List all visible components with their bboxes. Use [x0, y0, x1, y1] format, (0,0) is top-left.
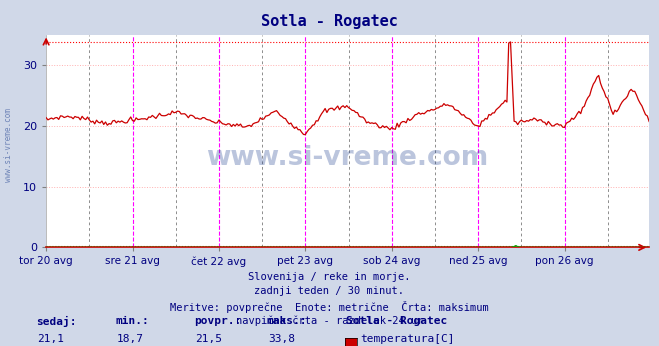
Text: 33,8: 33,8: [268, 334, 295, 344]
Text: Slovenija / reke in morje.: Slovenija / reke in morje.: [248, 272, 411, 282]
Text: min.:: min.:: [115, 316, 149, 326]
Text: zadnji teden / 30 minut.: zadnji teden / 30 minut.: [254, 286, 405, 296]
Text: Sotla - Rogatec: Sotla - Rogatec: [346, 316, 447, 326]
Text: www.si-vreme.com: www.si-vreme.com: [4, 108, 13, 182]
Text: sedaj:: sedaj:: [36, 316, 76, 327]
Text: temperatura[C]: temperatura[C]: [360, 334, 455, 344]
Text: www.si-vreme.com: www.si-vreme.com: [206, 145, 489, 171]
Text: povpr.:: povpr.:: [194, 316, 242, 326]
Text: maks.:: maks.:: [267, 316, 307, 326]
Text: Sotla - Rogatec: Sotla - Rogatec: [261, 14, 398, 29]
Text: Meritve: povprečne  Enote: metrične  Črta: maksimum: Meritve: povprečne Enote: metrične Črta:…: [170, 301, 489, 313]
Text: 21,1: 21,1: [38, 334, 64, 344]
Text: 21,5: 21,5: [196, 334, 222, 344]
Text: navpična črta - razdelek 24 ur: navpična črta - razdelek 24 ur: [236, 315, 423, 326]
Text: 18,7: 18,7: [117, 334, 143, 344]
